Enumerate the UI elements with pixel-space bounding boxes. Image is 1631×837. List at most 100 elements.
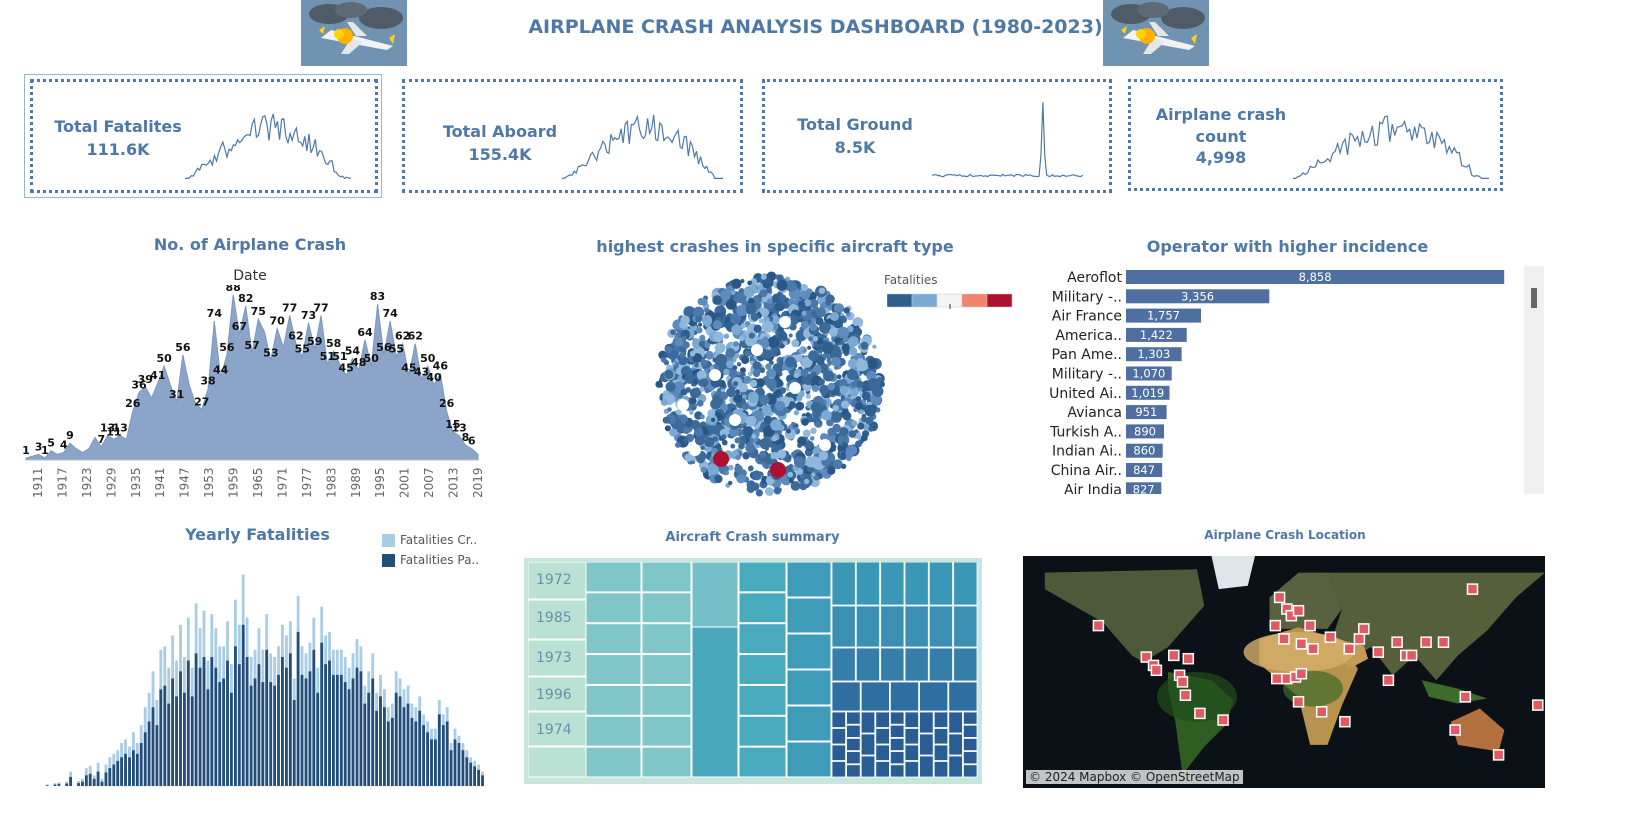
aircraft-bubble xyxy=(740,367,746,374)
treemap-cell xyxy=(831,761,847,778)
aircraft-bubble xyxy=(726,387,736,398)
x-tick-label: 1923 xyxy=(80,467,94,498)
aircraft-bubble xyxy=(758,307,765,314)
aircraft-bubble xyxy=(856,359,868,372)
area-data-label: 56 xyxy=(219,341,235,354)
treemap-cell xyxy=(855,647,880,682)
treemap-cell xyxy=(889,737,905,751)
operator-value-label: 951 xyxy=(1135,405,1157,419)
x-tick-label: 1971 xyxy=(275,467,289,498)
aircraft-bubble xyxy=(759,289,768,298)
x-tick-label: 1977 xyxy=(300,467,314,498)
crash-location-marker xyxy=(1295,667,1308,680)
treemap-title: Aircraft Crash summary xyxy=(665,530,840,545)
aircraft-bubble xyxy=(725,348,736,358)
fatalities-bar-dark xyxy=(120,757,124,786)
fatalities-bar-dark xyxy=(186,660,190,786)
aircraft-bubble xyxy=(761,320,774,333)
aircraft-bubble xyxy=(728,480,733,486)
kpi-card-aboard[interactable]: Total Aboard 155.4K xyxy=(402,79,743,193)
airplane-storm-icon xyxy=(1103,0,1209,66)
kpi-card-ground[interactable]: Total Ground 8.5K xyxy=(762,79,1112,193)
fatalities-bar-dark xyxy=(434,739,437,786)
aircraft-bubble xyxy=(776,351,781,356)
aircraft-bubble xyxy=(813,475,820,481)
operator-value-label: 827 xyxy=(1133,482,1155,494)
fatalities-bar-dark xyxy=(422,725,426,786)
fatalities-bar-dark xyxy=(198,667,202,786)
fatalities-bar-dark xyxy=(300,674,304,786)
operator-value-label: 8,858 xyxy=(1299,270,1332,284)
area-data-label: 36 xyxy=(131,378,147,391)
fatalities-bar-dark xyxy=(214,667,218,786)
x-tick-label: 1947 xyxy=(178,467,192,498)
aircraft-bubble xyxy=(751,470,762,481)
fatalities-bar-dark xyxy=(53,784,57,786)
area-data-label: 51 xyxy=(320,350,335,363)
treemap-cell xyxy=(880,605,905,648)
treemap-cell xyxy=(962,737,978,751)
fatalities-bar-dark xyxy=(351,678,355,786)
fatalities-bar-dark xyxy=(347,689,351,787)
fatalities-bar-dark xyxy=(312,649,316,786)
operator-value-label: 1,757 xyxy=(1147,309,1180,323)
kpi-sparkline xyxy=(1293,115,1489,179)
treemap-cell xyxy=(928,605,953,648)
fatalities-bar-dark xyxy=(245,657,249,786)
crash-location-marker xyxy=(1420,636,1432,648)
kpi-card-crash-count[interactable]: Airplane crash count 4,998 xyxy=(1128,79,1503,191)
crash-location-marker xyxy=(1459,691,1472,703)
area-data-label: 74 xyxy=(207,307,223,320)
aircraft-bubble xyxy=(689,397,697,405)
fatalities-bar-dark xyxy=(88,773,92,786)
aircraft-bubble xyxy=(727,464,734,471)
aircraft-bubble xyxy=(847,369,858,380)
scrollbar-thumb[interactable] xyxy=(1531,288,1537,308)
aircraft-bubble xyxy=(803,299,812,307)
crash-location-marker xyxy=(1176,676,1189,688)
area-data-label: 48 xyxy=(351,356,366,369)
fatalities-bar-dark xyxy=(324,664,328,786)
operator-scrollbar[interactable] xyxy=(1524,266,1544,494)
kpi-label: count xyxy=(1195,127,1247,146)
fatalities-bar-dark xyxy=(316,692,320,786)
treemap-cell xyxy=(860,711,876,734)
aircraft-bubble xyxy=(761,406,773,417)
fatalities-bar-dark xyxy=(469,762,473,786)
map-attribution[interactable]: © 2024 Mapbox © OpenStreetMap xyxy=(1026,770,1243,784)
area-data-label: 51 xyxy=(332,350,347,363)
aircraft-bubble xyxy=(800,368,809,377)
area-data-label: 55 xyxy=(295,343,310,356)
aircraft-bubble xyxy=(700,359,708,367)
aircraft-bubble xyxy=(795,354,803,362)
crash-location-map[interactable] xyxy=(1023,556,1545,788)
treemap-cell xyxy=(786,669,832,706)
aircraft-bubble xyxy=(734,437,741,444)
aircraft-bubble xyxy=(775,400,786,411)
aircraft-bubble xyxy=(788,478,794,483)
aircraft-bubble xyxy=(751,433,757,439)
aircraft-bubble xyxy=(809,298,819,309)
legend-label: Fatalities Pa.. xyxy=(400,553,480,567)
kpi-card-fatalities[interactable]: Total Fatalites 111.6K xyxy=(30,79,378,193)
treemap-label: 1974 xyxy=(536,722,572,738)
treemap-cell xyxy=(953,605,978,648)
aircraft-bubble xyxy=(721,439,728,446)
aircraft-bubble xyxy=(772,293,782,304)
aircraft-bubble xyxy=(800,289,811,300)
airplane-storm-icon xyxy=(301,0,407,66)
aircraft-bubble xyxy=(759,395,770,405)
aircraft-bubble xyxy=(724,470,730,476)
treemap-cell xyxy=(831,562,856,606)
area-series xyxy=(25,294,479,461)
fatalities-bar-dark xyxy=(100,781,104,786)
fatalities-bar-dark xyxy=(57,783,61,786)
aircraft-bubble xyxy=(840,463,847,469)
kpi-card-fatalities-outer[interactable] xyxy=(24,74,382,198)
fatalities-bar-dark xyxy=(108,768,112,786)
x-tick-label: 1917 xyxy=(55,467,69,498)
operator-value-label: 1,422 xyxy=(1140,328,1173,342)
operator-label: Avianca xyxy=(1067,405,1122,421)
aircraft-bubble xyxy=(788,401,797,409)
aircraft-bubble xyxy=(714,342,726,354)
